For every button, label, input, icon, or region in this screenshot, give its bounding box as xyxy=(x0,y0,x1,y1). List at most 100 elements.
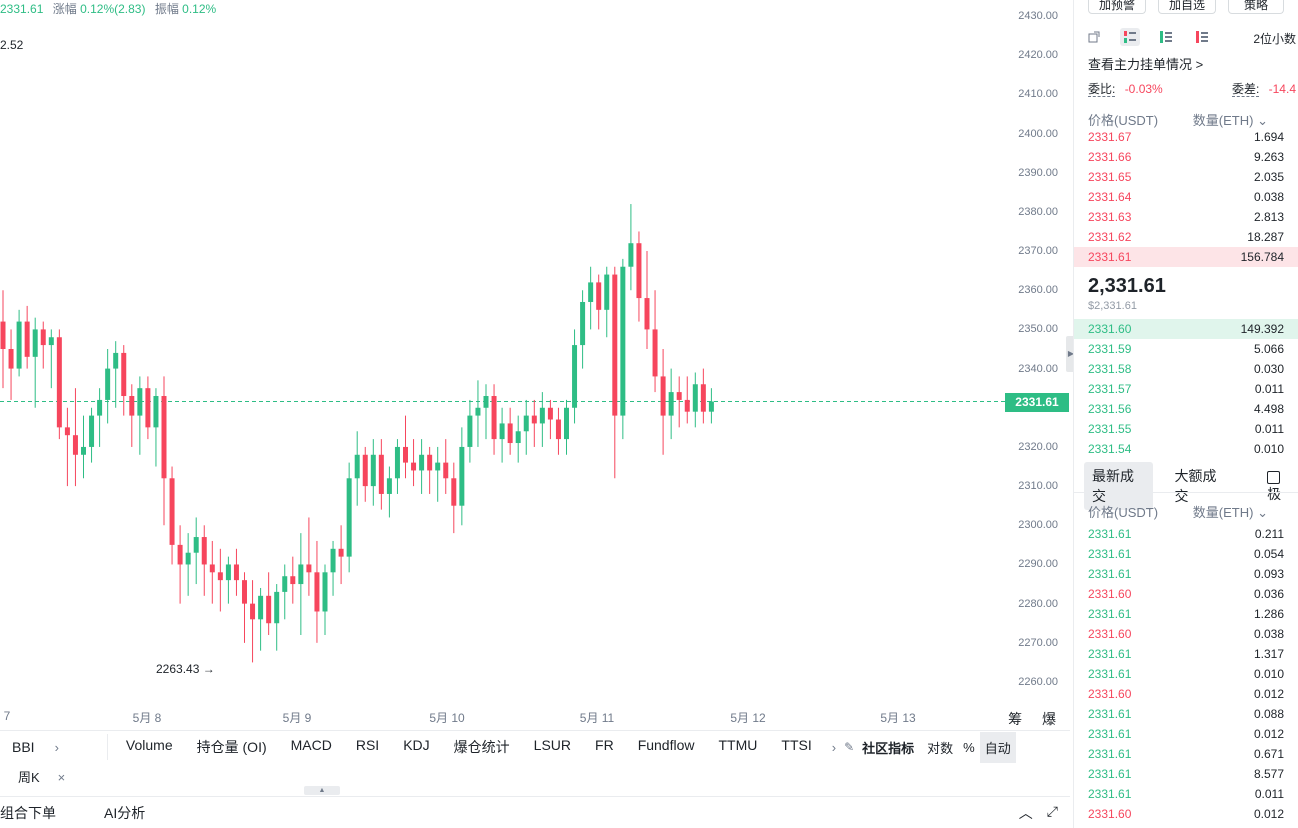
row-qty: 18.287 xyxy=(1247,230,1284,244)
row-price: 2331.56 xyxy=(1088,402,1132,416)
bid-row[interactable]: 2331.58 0.030 xyxy=(1074,359,1298,379)
trade-row[interactable]: 2331.60 0.012 xyxy=(1074,804,1298,824)
edit-icon[interactable]: ✎ xyxy=(844,740,855,754)
chevron-up-icon[interactable]: ︿ xyxy=(1018,805,1033,821)
qty-col-header[interactable]: 数量(ETH) ⌄ xyxy=(1192,113,1268,128)
candle-body xyxy=(330,548,336,573)
trade-row[interactable]: 2331.61 8.577 xyxy=(1074,764,1298,784)
strategy-button[interactable]: 策略 xyxy=(1228,0,1285,14)
row-qty: 2.035 xyxy=(1253,170,1284,184)
indicator-item[interactable]: FR xyxy=(595,737,614,753)
trade-row[interactable]: 2331.61 0.211 xyxy=(1074,524,1298,544)
candle xyxy=(555,407,561,455)
y-tick-label: 2280.00 xyxy=(1018,597,1058,610)
candle-body xyxy=(435,462,441,471)
log-scale-button[interactable]: 对数 xyxy=(927,740,954,756)
candle-body xyxy=(177,544,183,565)
trade-row[interactable]: 2331.60 0.012 xyxy=(1074,684,1298,704)
row-price: 2331.57 xyxy=(1088,382,1132,396)
extreme-checkbox[interactable]: 极 xyxy=(1267,468,1298,504)
indicator-item[interactable]: LSUR xyxy=(533,737,572,753)
trade-row[interactable]: 2331.61 0.054 xyxy=(1074,544,1298,564)
candle xyxy=(531,399,537,447)
chevron-right-icon[interactable]: › xyxy=(54,739,59,755)
candle xyxy=(153,388,159,467)
community-indicators-button[interactable]: 社区指标 xyxy=(862,740,915,756)
decimals-select[interactable]: 2位小数 xyxy=(1253,32,1296,46)
book-bids-icon[interactable] xyxy=(1156,28,1176,46)
resize-handle[interactable]: ▲ xyxy=(304,786,340,795)
trade-row[interactable]: 2331.61 0.088 xyxy=(1074,704,1298,724)
indicator-item[interactable]: KDJ xyxy=(403,737,430,753)
candle xyxy=(298,533,304,635)
trade-row[interactable]: 2331.61 0.093 xyxy=(1074,564,1298,584)
candle-body xyxy=(419,454,425,471)
trade-qty-col-header[interactable]: 数量(ETH) ⌄ xyxy=(1192,505,1268,520)
candle xyxy=(16,309,22,377)
indicator-item[interactable]: TTSI xyxy=(781,737,812,753)
indicator-item[interactable]: TTMU xyxy=(718,737,758,753)
ask-row[interactable]: 2331.66 9.263 xyxy=(1074,147,1298,167)
collapse-panel-handle[interactable]: ▶ xyxy=(1066,336,1076,372)
ask-row[interactable]: 2331.67 1.694 xyxy=(1074,127,1298,147)
period-chip-weekly[interactable]: 周K × xyxy=(0,767,83,786)
auto-scale-button[interactable]: 自动 xyxy=(979,731,1016,763)
indicator-item[interactable]: Fundflow xyxy=(637,737,695,753)
bid-row[interactable]: 2331.60 149.392 xyxy=(1074,319,1298,339)
chart-side-labels[interactable]: 筹 爆 xyxy=(1008,711,1064,727)
expand-icon[interactable]: ⤢ xyxy=(1046,803,1058,819)
indicator-list: Volume 持仓量 (OI) MACD RSI KDJ 爆仓统计 LSUR FR Fundfl… xyxy=(114,737,824,757)
indicator-item[interactable]: Volume xyxy=(125,737,173,753)
trade-row[interactable]: 2331.61 0.011 xyxy=(1074,784,1298,804)
view-major-orders-link[interactable]: 查看主力挂单情况 > xyxy=(1088,57,1204,72)
trade-row[interactable]: 2331.60 0.038 xyxy=(1074,624,1298,644)
trade-row[interactable]: 2331.61 0.010 xyxy=(1074,664,1298,684)
add-watchlist-button[interactable]: 加自选 xyxy=(1158,0,1217,14)
row-qty: 1.317 xyxy=(1253,647,1284,661)
popout-icon[interactable] xyxy=(1084,28,1104,46)
x-tick-label: 5月 8 xyxy=(132,711,162,725)
ask-row[interactable]: 2331.64 0.038 xyxy=(1074,187,1298,207)
row-price: 2331.61 xyxy=(1088,727,1132,741)
ask-row[interactable]: 2331.61 156.784 xyxy=(1074,247,1298,267)
candle xyxy=(209,540,215,604)
book-both-icon[interactable] xyxy=(1120,28,1140,46)
candle xyxy=(403,415,408,479)
chart-canvas[interactable] xyxy=(0,0,1070,730)
ask-row[interactable]: 2331.62 18.287 xyxy=(1074,227,1298,247)
candlestick-chart[interactable]: 2331.61 涨幅 0.12%(2.83) 振幅 0.12% 2.52 226… xyxy=(0,0,1076,730)
trade-row[interactable]: 2331.61 1.317 xyxy=(1074,644,1298,664)
tab-latest-trades[interactable]: 最新成交 xyxy=(1084,462,1153,510)
order-book-panel: 加预警 加自选 策略 2位小数 查看主力挂单情况 > 委比: -0.03% 委差… xyxy=(1073,0,1298,828)
bid-row[interactable]: 2331.55 0.011 xyxy=(1074,419,1298,439)
trade-row[interactable]: 2331.61 1.286 xyxy=(1074,604,1298,624)
add-alert-button[interactable]: 加预警 xyxy=(1088,0,1147,14)
close-icon[interactable]: × xyxy=(57,769,66,785)
bid-row[interactable]: 2331.56 4.498 xyxy=(1074,399,1298,419)
chevron-down-icon: ⌄ xyxy=(1257,113,1268,128)
indicator-item[interactable]: MACD xyxy=(290,737,332,753)
y-tick-label: 2360.00 xyxy=(1018,284,1058,297)
bid-row[interactable]: 2331.54 0.010 xyxy=(1074,439,1298,459)
ask-row[interactable]: 2331.63 2.813 xyxy=(1074,207,1298,227)
percent-scale-button[interactable]: % xyxy=(963,739,975,755)
chevron-right-icon[interactable]: › xyxy=(831,739,837,755)
indicator-item[interactable]: RSI xyxy=(355,737,380,753)
bid-row[interactable]: 2331.59 5.066 xyxy=(1074,339,1298,359)
indicator-bbi[interactable]: BBI xyxy=(12,739,35,755)
trade-row[interactable]: 2331.61 0.671 xyxy=(1074,744,1298,764)
row-qty: 0.012 xyxy=(1253,687,1284,701)
row-price: 2331.62 xyxy=(1088,230,1132,244)
y-tick-label: 2370.00 xyxy=(1018,245,1058,258)
trade-row[interactable]: 2331.60 0.036 xyxy=(1074,584,1298,604)
indicator-item[interactable]: 爆仓统计 xyxy=(453,739,510,755)
trade-row[interactable]: 2331.61 0.012 xyxy=(1074,724,1298,744)
tab-combo-order[interactable]: 组合下单 xyxy=(0,804,56,821)
indicator-item[interactable]: 持仓量 (OI) xyxy=(196,739,267,755)
period-bar: 周K × xyxy=(0,763,1070,789)
row-price: 2331.61 xyxy=(1088,567,1132,581)
tab-ai-analysis[interactable]: AI分析 xyxy=(104,804,146,821)
bid-row[interactable]: 2331.57 0.011 xyxy=(1074,379,1298,399)
ask-row[interactable]: 2331.65 2.035 xyxy=(1074,167,1298,187)
book-asks-icon[interactable] xyxy=(1192,28,1212,46)
